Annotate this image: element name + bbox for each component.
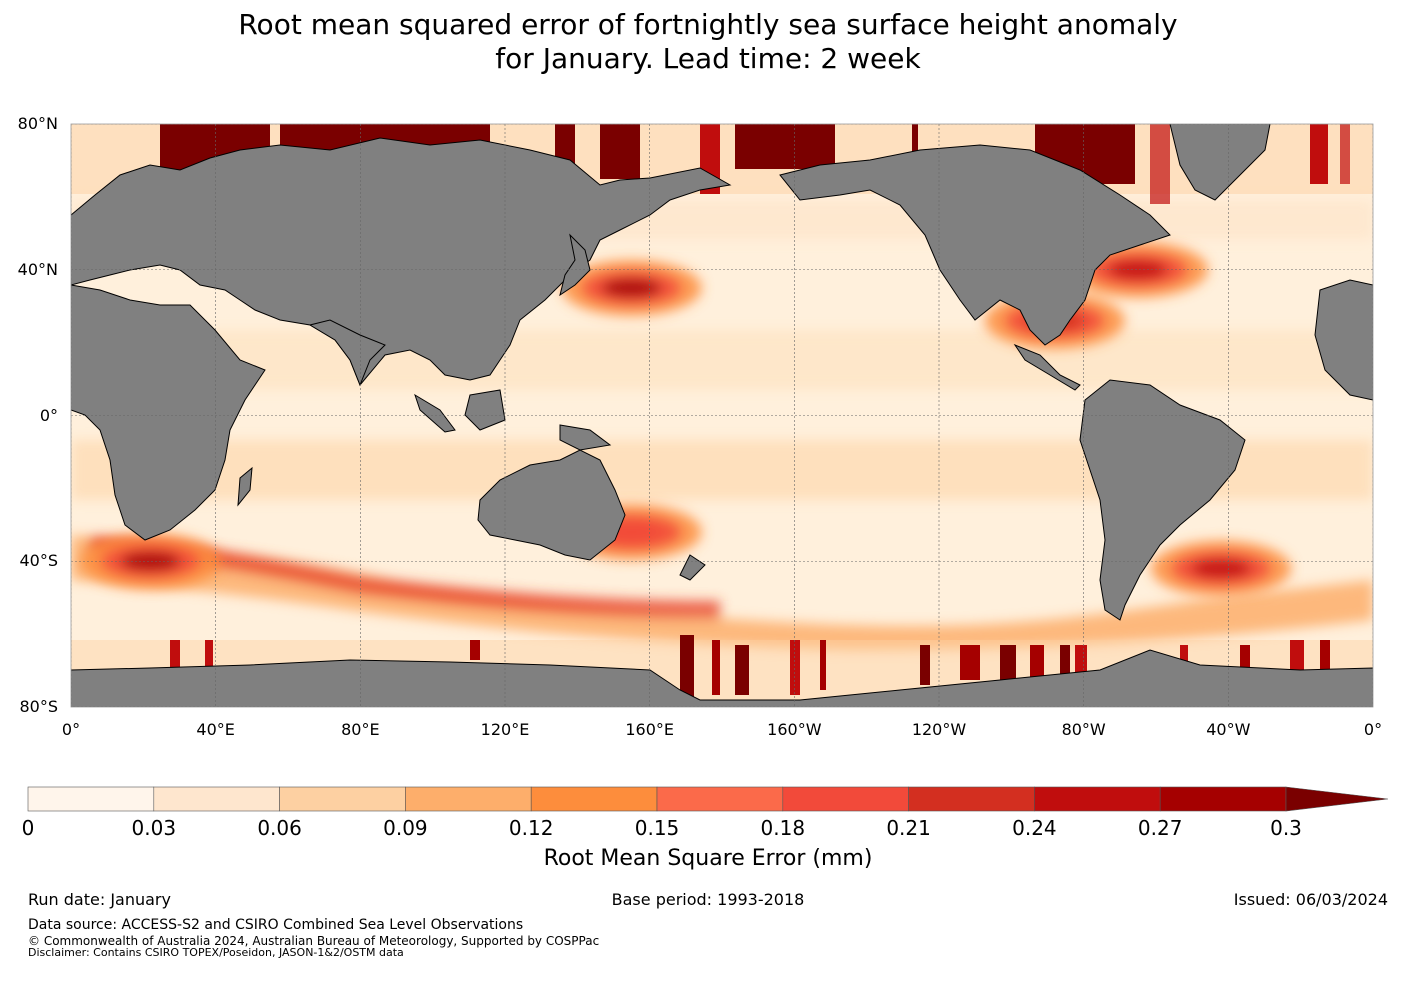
eurasia [71, 137, 732, 386]
lon-label: 160°E [625, 720, 674, 739]
map-frame [70, 123, 1374, 708]
sumatra [414, 393, 456, 433]
lon-label: 40°W [1206, 720, 1251, 739]
colorbar-segment [530, 786, 658, 812]
colorbar-tick-label: 0.03 [131, 816, 177, 840]
data-source: Data source: ACCESS-S2 and CSIRO Combine… [28, 917, 524, 933]
colorbar-tick-label: 0.09 [383, 816, 428, 840]
lat-label: 0° [39, 405, 58, 425]
antarctica [71, 649, 1373, 707]
new-zealand [679, 554, 706, 581]
africa [71, 284, 266, 541]
lon-label: 120°E [480, 720, 530, 739]
colorbar-tick-label: 0.21 [886, 816, 931, 840]
colorbar-tick-label: 0.18 [760, 816, 806, 840]
colorbar-segment [279, 786, 406, 812]
world-map [70, 123, 1374, 708]
hotspot-gulf-stream [1107, 259, 1168, 280]
borneo [464, 389, 506, 431]
gridlines [71, 124, 1373, 707]
land [71, 124, 1373, 707]
colorbar-tick-label: 0.3 [1270, 816, 1302, 840]
colorbar-tick-label: 0.24 [1012, 816, 1057, 840]
lat-label: 80°N [17, 114, 58, 133]
colorbar-tick-label: 0.06 [257, 816, 302, 840]
greenland [1169, 124, 1271, 201]
copyright: © Commonwealth of Australia 2024, Austra… [28, 934, 600, 948]
india [308, 319, 386, 387]
hotspot-kuroshio-extension [601, 277, 662, 298]
south-america [1079, 379, 1246, 621]
disclaimer: Disclaimer: Contains CSIRO TOPEX/Poseido… [28, 946, 404, 959]
hotspot-agulhas-retroflection [120, 551, 181, 572]
colorbar-segment [405, 786, 532, 812]
west-africa [1314, 279, 1373, 401]
colorbar-tick-label: 0 [21, 816, 35, 840]
colorbar-label: Root Mean Square Error (mm) [543, 846, 873, 871]
rmse-field [71, 200, 1373, 650]
lat-label: 80°S [19, 697, 58, 716]
base-period: Base period: 1993-2018 [611, 890, 805, 909]
lon-label: 0° [61, 720, 81, 739]
central-america [1013, 343, 1081, 391]
colorbar-segment [782, 786, 909, 812]
colorbar-segment [1034, 786, 1161, 812]
title-line-2: for January. Lead time: 2 week [495, 42, 921, 75]
colorbar-segment [27, 786, 155, 812]
chart-title: Root mean squared error of fortnightly s… [0, 8, 1416, 76]
lon-label: 160°W [767, 720, 822, 739]
lat-label: 40°N [17, 259, 58, 279]
lon-label: 80°E [341, 720, 380, 739]
colorbar-segment [153, 786, 280, 812]
colorbar-segment [656, 786, 784, 812]
colorbar-segment [908, 786, 1035, 812]
hotspot-brazil-malvinas-confluence [1191, 558, 1252, 579]
colorbar-tick-label: 0.15 [634, 816, 680, 840]
title-line-1: Root mean squared error of fortnightly s… [238, 8, 1178, 41]
issued-date: Issued: 06/03/2024 [1233, 890, 1388, 909]
new-guinea [559, 424, 612, 451]
lon-label: 120°W [911, 720, 967, 739]
lon-label: 0° [1363, 720, 1383, 739]
lon-label: 40°E [196, 720, 235, 739]
madagascar [237, 466, 253, 507]
colorbar-tick-label: 0.27 [1137, 816, 1183, 840]
run-date: Run date: January [28, 890, 171, 909]
colorbar-segment [1159, 786, 1287, 812]
lon-label: 80°W [1061, 720, 1106, 739]
colorbar-extend-arrow [1285, 786, 1389, 812]
lat-label: 40°S [19, 551, 58, 571]
colorbar-tick-label: 0.12 [508, 816, 554, 840]
australia [477, 449, 626, 561]
north-america [779, 144, 1171, 346]
japan [559, 233, 591, 297]
